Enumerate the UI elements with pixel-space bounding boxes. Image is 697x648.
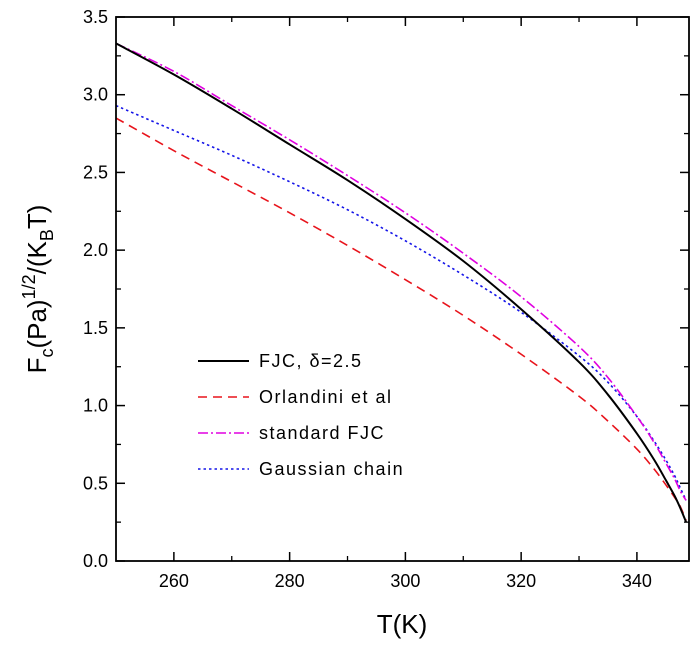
- y-tick-label: 1.5: [83, 318, 108, 338]
- series-line-gaussian-chain: [115, 104, 687, 501]
- y-title-pa: (Pa): [22, 299, 52, 348]
- y-title-kb: /(K: [22, 240, 52, 274]
- y-title-sub-b: B: [37, 229, 57, 241]
- y-title-base: F: [22, 358, 52, 374]
- x-tick-label: 280: [275, 571, 305, 591]
- y-tick-label: 0.0: [83, 551, 108, 571]
- axis-ticks: [116, 16, 689, 562]
- legend-label: FJC, δ=2.5: [259, 351, 363, 371]
- x-tick-label: 320: [506, 571, 536, 591]
- plot-frame: [115, 16, 690, 562]
- y-tick-label: 2.5: [83, 162, 108, 182]
- x-axis-title: T(K): [377, 609, 428, 639]
- y-tick-label: 0.5: [83, 473, 108, 493]
- series-layer: [115, 42, 688, 523]
- y-tick-label: 3.5: [83, 7, 108, 27]
- legend: FJC, δ=2.5 Orlandini et al standard FJC Gau…: [198, 351, 404, 479]
- y-tick-label: 3.0: [83, 85, 108, 105]
- x-tick-label: 300: [390, 571, 420, 591]
- series-line-standard-fjc: [115, 42, 687, 501]
- x-tick-label: 340: [622, 571, 652, 591]
- tick-labels: 260 280 300 320 340 0.0 0.5 1.0 1.5 2.0 2.5 3.0 3.5: [83, 7, 652, 591]
- x-tick-label: 260: [159, 571, 189, 591]
- y-axis-title: Fc(Pa)1/2/(KBT): [19, 205, 57, 374]
- y-tick-label: 2.0: [83, 240, 108, 260]
- series-line-orlandini-et-al: [115, 117, 687, 521]
- legend-label: Orlandini et al: [259, 387, 393, 407]
- y-title-end: T): [22, 205, 52, 230]
- legend-label: standard FJC: [259, 423, 385, 443]
- y-title-sub-c: c: [37, 349, 57, 358]
- y-tick-label: 1.0: [83, 396, 108, 416]
- series-line-fjc-2-5: [115, 42, 688, 523]
- legend-label: Gaussian chain: [259, 459, 404, 479]
- y-title-sup: 1/2: [19, 274, 39, 299]
